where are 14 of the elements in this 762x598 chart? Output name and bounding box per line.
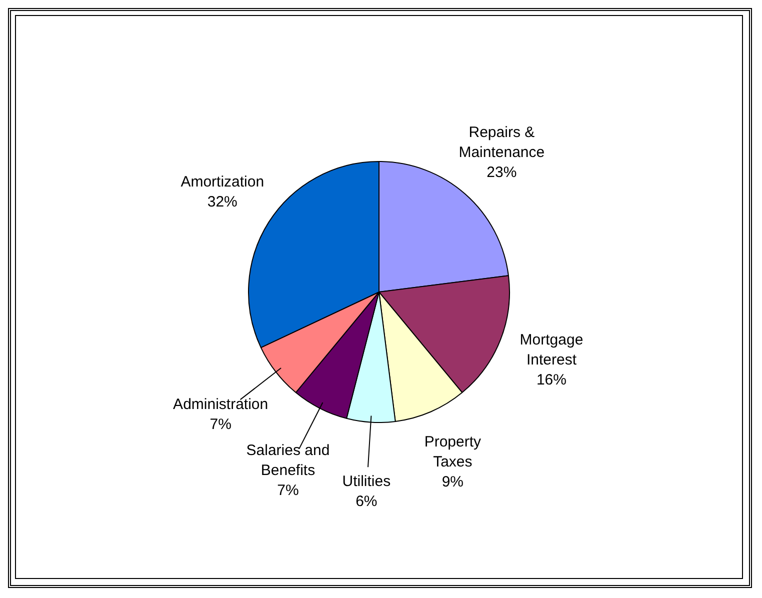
slice-label: Amortization <box>180 174 264 191</box>
data-label: 6% <box>356 493 378 510</box>
data-label: 7% <box>277 482 299 499</box>
slice-label: Administration <box>173 396 268 414</box>
data-label: 9% <box>442 473 464 490</box>
slice-label: Repairs & Maintenance <box>458 124 545 161</box>
data-label: 16% <box>536 371 566 388</box>
slice-label: Property Taxes <box>424 433 482 470</box>
data-label: 7% <box>210 416 232 434</box>
data-label: 23% <box>486 164 517 181</box>
data-label: 32% <box>207 194 238 211</box>
slice-label: Utilities <box>342 473 391 490</box>
slice-label: Salaries and Benefits <box>246 442 330 479</box>
slice-label: Mortgage Interest <box>520 331 584 368</box>
